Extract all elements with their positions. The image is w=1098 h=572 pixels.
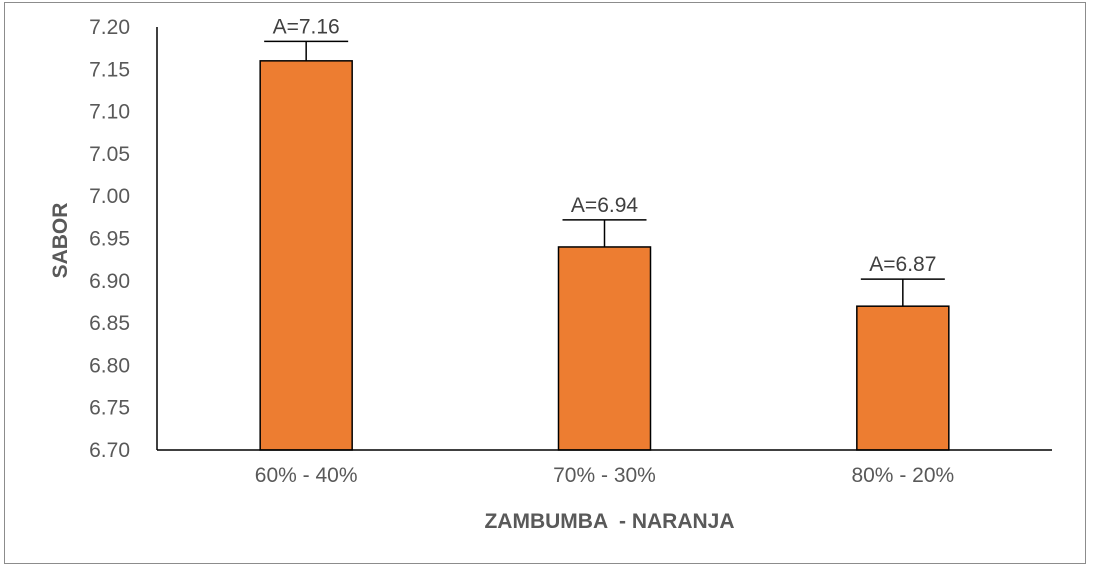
y-tick-label: 6.90 [89,270,130,293]
y-tick-label: 7.10 [89,101,130,124]
y-tick-label: 7.15 [89,58,130,81]
category-label: 70% - 30% [553,464,656,487]
y-tick-label: 6.70 [89,439,130,462]
bar [259,60,353,451]
y-tick-label: 6.80 [89,354,130,377]
y-tick-labels: 6.70 6.75 6.80 6.85 6.90 6.95 7.00 7.05 7.10 7.15… [89,16,130,462]
bar [557,246,652,451]
category-label: 80% - 20% [851,464,954,487]
data-label: A=7.16 [273,15,340,38]
chart-frame [4,2,1086,564]
x-axis-title: ZAMBUMBA - NARANJA [484,510,734,533]
y-axis-title: SABOR [49,203,72,279]
category-labels: 60% - 40% 70% - 30% 80% - 20% [255,464,954,487]
y-tick-label: 6.75 [89,397,130,420]
bar [856,305,950,451]
bars [259,60,950,451]
y-tick-label: 7.05 [89,143,130,166]
y-tick-label: 7.20 [89,16,130,39]
y-tick-label: 6.85 [89,312,130,335]
data-labels: A=7.16 A=6.94 A=6.87 [273,15,937,276]
data-label: A=6.94 [571,194,638,217]
y-tick-label: 7.00 [89,185,130,208]
y-tick-label: 6.95 [89,228,130,251]
category-label: 60% - 40% [255,464,358,487]
data-label: A=6.87 [869,253,936,276]
error-bars [264,40,945,307]
